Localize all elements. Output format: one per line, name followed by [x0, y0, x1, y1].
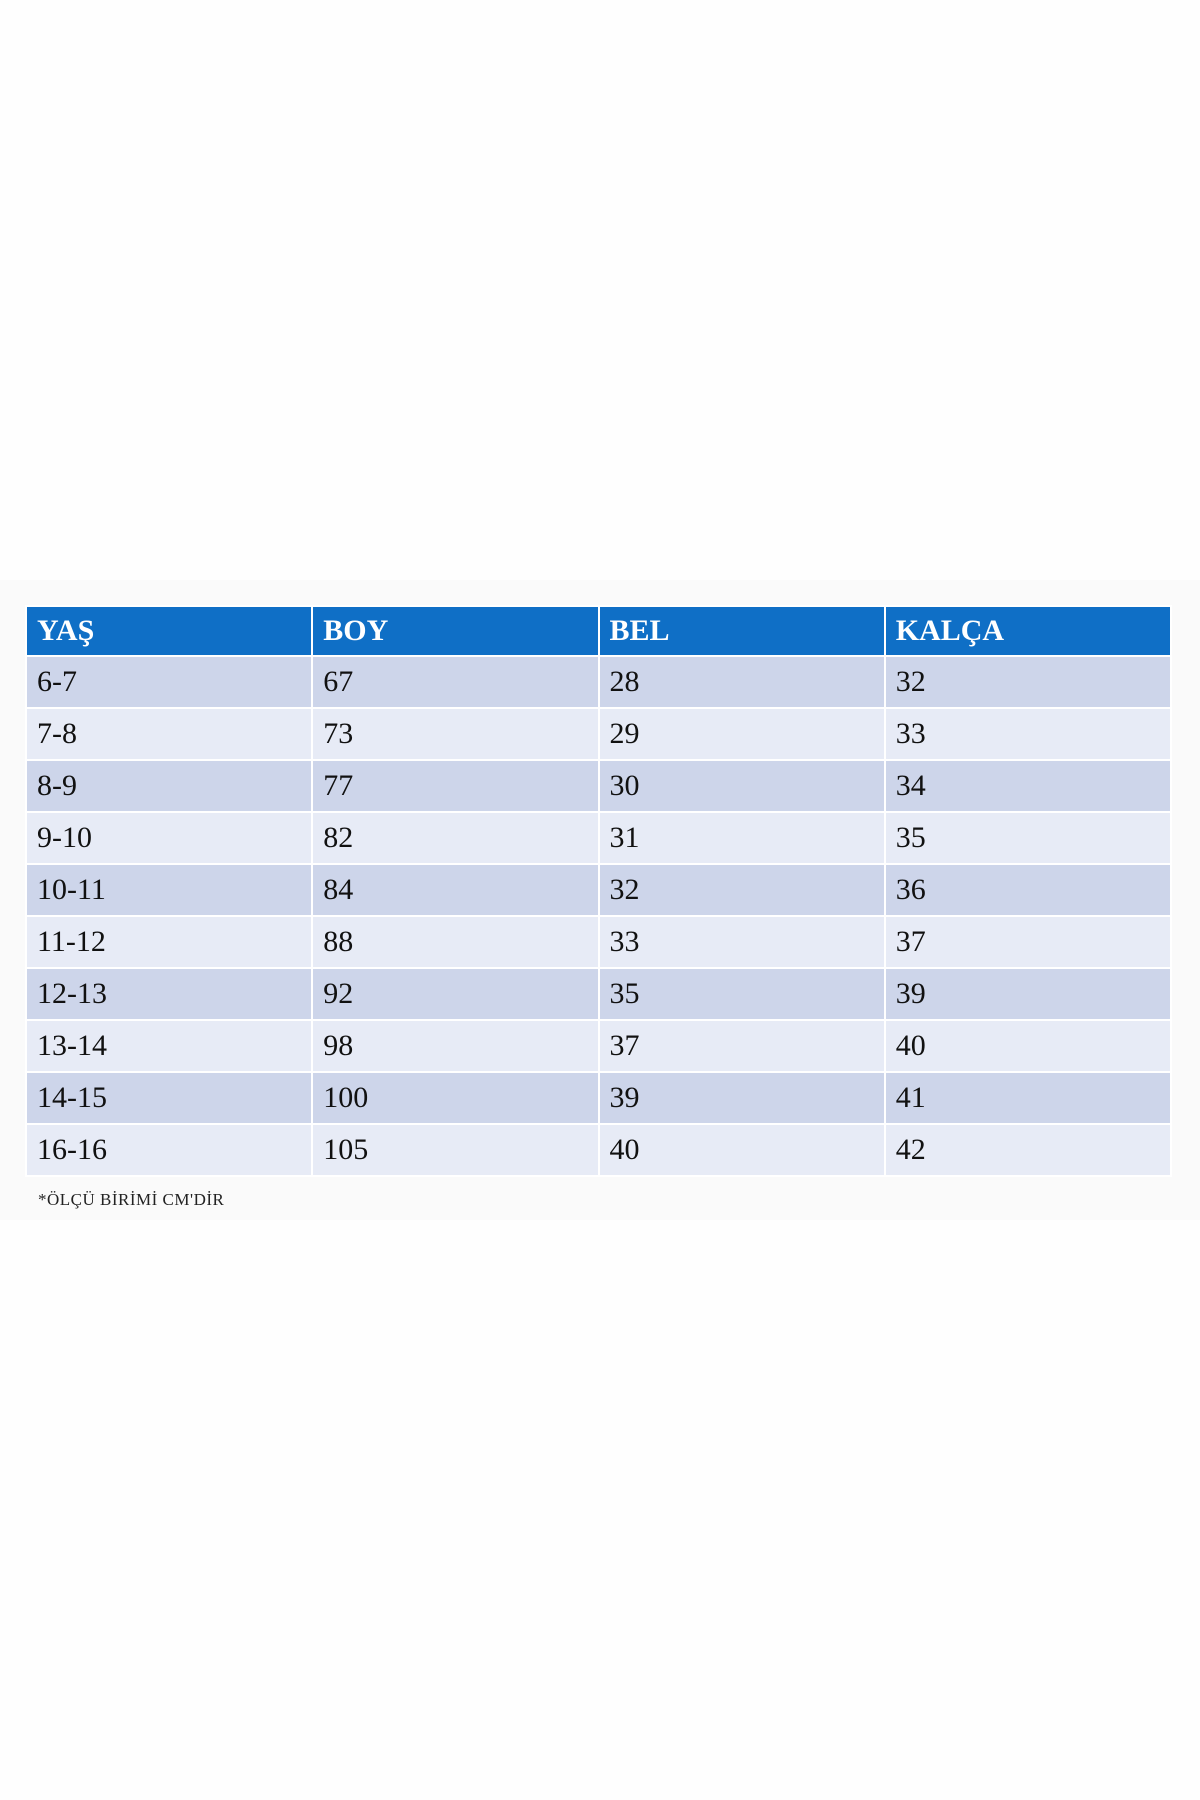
table-cell: 9-10	[24, 811, 314, 865]
table-cell: 10-11	[24, 863, 314, 917]
table-row: 10-11 84 32 36	[24, 863, 1173, 917]
table-cell: 8-9	[24, 759, 314, 813]
table-cell: 35	[597, 967, 886, 1021]
table-cell: 30	[597, 759, 886, 813]
table-cell: 6-7	[24, 655, 314, 709]
table-cell: 16-16	[24, 1123, 314, 1177]
table-row: 6-7 67 28 32	[24, 655, 1173, 709]
table-row: 12-13 92 35 39	[24, 967, 1173, 1021]
table-cell: 92	[311, 967, 600, 1021]
table-cell: 37	[883, 915, 1173, 969]
table-row: 16-16 105 40 42	[24, 1123, 1173, 1177]
table-cell: 40	[597, 1123, 886, 1177]
table-cell: 37	[597, 1019, 886, 1073]
table-cell: 105	[311, 1123, 600, 1177]
table-row: 8-9 77 30 34	[24, 759, 1173, 813]
table-cell: 77	[311, 759, 600, 813]
header-row: YAŞ BOY BEL KALÇA	[24, 605, 1173, 657]
table-cell: 31	[597, 811, 886, 865]
table-cell: 11-12	[24, 915, 314, 969]
table-cell: 32	[883, 655, 1173, 709]
table-row: 9-10 82 31 35	[24, 811, 1173, 865]
table-row: 7-8 73 29 33	[24, 707, 1173, 761]
table-cell: 14-15	[24, 1071, 314, 1125]
table-cell: 34	[883, 759, 1173, 813]
table-cell: 7-8	[24, 707, 314, 761]
footnote: *ÖLÇÜ BİRİMİ CM'DİR	[38, 1190, 225, 1209]
table-cell: 32	[597, 863, 886, 917]
column-header: KALÇA	[883, 605, 1173, 657]
table-cell: 73	[311, 707, 600, 761]
table-cell: 29	[597, 707, 886, 761]
table-row: 14-15 100 39 41	[24, 1071, 1173, 1125]
table-row: 13-14 98 37 40	[24, 1019, 1173, 1073]
table-row: 11-12 88 33 37	[24, 915, 1173, 969]
table-cell: 82	[311, 811, 600, 865]
table-cell: 84	[311, 863, 600, 917]
table-cell: 13-14	[24, 1019, 314, 1073]
table-cell: 12-13	[24, 967, 314, 1021]
table-cell: 33	[883, 707, 1173, 761]
table-cell: 42	[883, 1123, 1173, 1177]
column-header: YAŞ	[24, 605, 314, 657]
table-cell: 39	[597, 1071, 886, 1125]
table-cell: 35	[883, 811, 1173, 865]
table-cell: 28	[597, 655, 886, 709]
column-header: BEL	[597, 605, 886, 657]
table-cell: 67	[311, 655, 600, 709]
table-cell: 39	[883, 967, 1173, 1021]
table-cell: 88	[311, 915, 600, 969]
column-header: BOY	[311, 605, 600, 657]
size-chart-table: YAŞ BOY BEL KALÇA 6-7 67 28 32 7-8 73 29 33 8-9 77 30…	[24, 605, 1173, 1177]
table-cell: 41	[883, 1071, 1173, 1125]
table-cell: 100	[311, 1071, 600, 1125]
table-cell: 36	[883, 863, 1173, 917]
table-cell: 98	[311, 1019, 600, 1073]
table-cell: 33	[597, 915, 886, 969]
table-cell: 40	[883, 1019, 1173, 1073]
